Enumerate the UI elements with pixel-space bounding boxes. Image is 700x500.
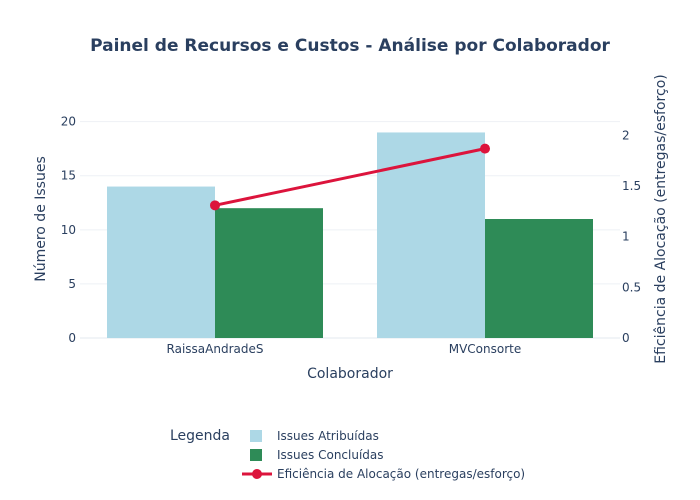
y2-axis-ticks: 0 0.5 1 1.5 2 <box>622 128 641 345</box>
y-tick-label: 10 <box>61 223 76 237</box>
legend-title: Legenda <box>170 428 230 444</box>
y2-tick-label: 2 <box>622 128 630 142</box>
bar <box>107 186 215 338</box>
y-tick-label: 5 <box>68 277 76 291</box>
efficiency-line-path <box>214 147 486 207</box>
legend-label: Issues Concluídas <box>277 448 384 462</box>
x-axis-ticks: RaissaAndradeS MVConsorte <box>167 342 522 356</box>
legend-swatch <box>250 449 262 461</box>
y-tick-label: 0 <box>68 331 76 345</box>
efficiency-point <box>210 200 220 211</box>
y2-tick-label: 0.5 <box>622 280 641 294</box>
x-tick-label: MVConsorte <box>449 342 522 356</box>
legend-marker <box>252 469 262 479</box>
legend-label: Issues Atribuídas <box>277 429 379 443</box>
y-axis-ticks: 0 5 10 15 20 <box>61 115 76 345</box>
x-axis-title: Colaborador <box>307 366 393 382</box>
y2-tick-label: 0 <box>622 331 630 345</box>
legend: Legenda Issues Atribuídas Issues Concluíd… <box>170 428 525 481</box>
efficiency-point <box>480 143 490 154</box>
y2-tick-label: 1.5 <box>622 179 641 193</box>
bars <box>107 132 593 338</box>
bar <box>215 208 323 338</box>
y-tick-label: 20 <box>61 115 76 129</box>
y-tick-label: 15 <box>61 169 76 183</box>
efficiency-line <box>210 143 490 211</box>
y-axis-title: Número de Issues <box>33 156 49 282</box>
legend-label: Eficiência de Alocação (entregas/esforço… <box>277 467 525 481</box>
y2-axis-title: Eficiência de Alocação (entregas/esforço… <box>653 74 669 363</box>
x-tick-label: RaissaAndradeS <box>167 342 264 356</box>
bar <box>377 132 485 338</box>
bar <box>485 219 593 338</box>
chart-title: Painel de Recursos e Custos - Análise po… <box>90 36 610 56</box>
legend-swatch <box>250 430 262 442</box>
y2-tick-label: 1 <box>622 230 630 244</box>
